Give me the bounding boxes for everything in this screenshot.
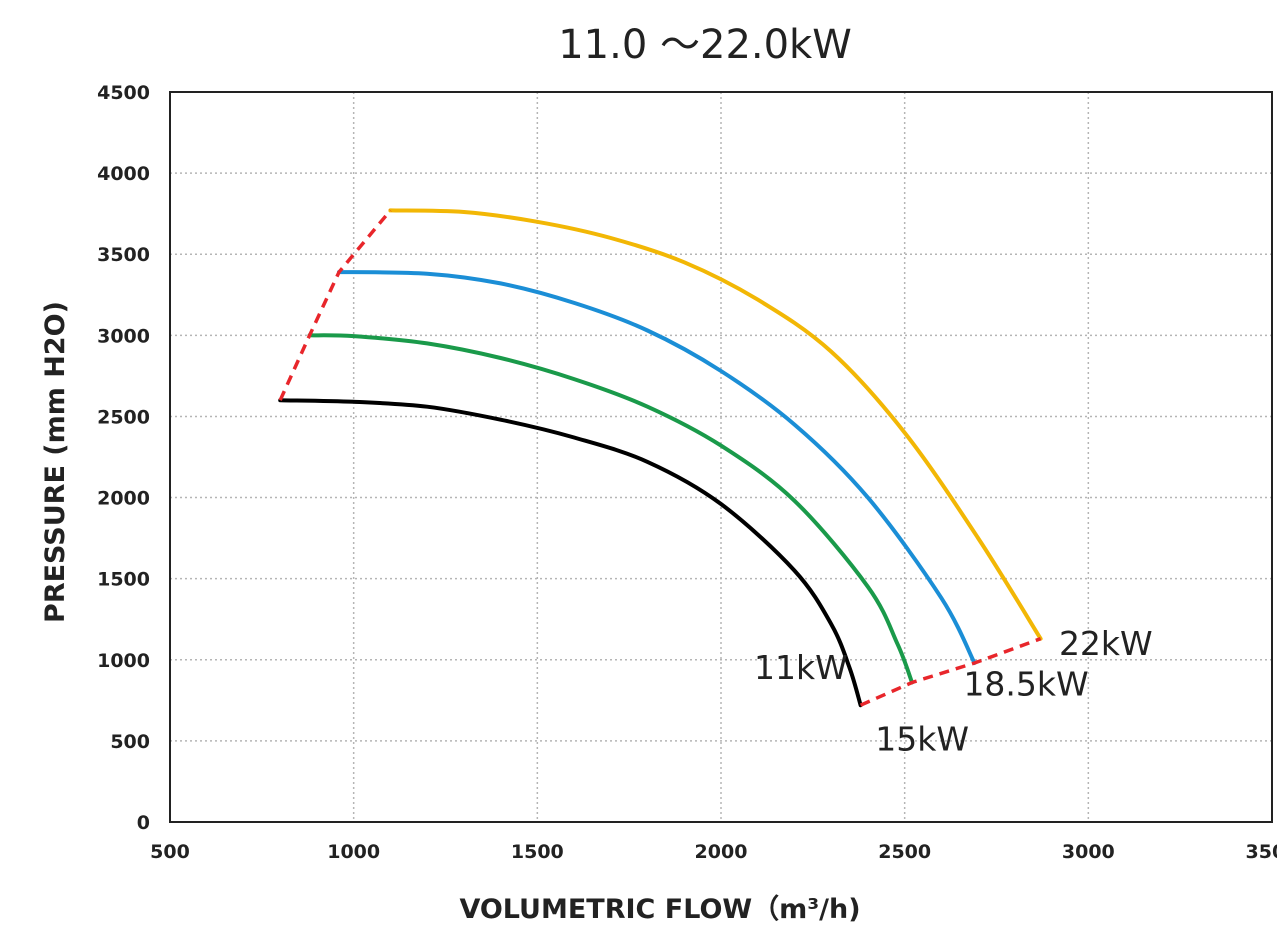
y-tick-label: 1500 <box>97 569 150 591</box>
y-tick-label: 4000 <box>97 163 150 185</box>
y-tick-label: 0 <box>137 812 150 834</box>
y-tick-labels: 0 500 1000 1500 2000 2500 3000 3500 4000 4500 <box>97 82 150 834</box>
curve-label: 11kW <box>754 648 848 687</box>
series-line-22kw <box>388 208 1043 641</box>
y-tick-label: 2000 <box>97 488 150 510</box>
limit-line-dashed <box>859 637 1042 707</box>
x-tick-labels: 500 1000 1500 2000 2500 3000 3500 <box>150 841 1277 863</box>
y-tick-label: 3500 <box>97 244 150 266</box>
limit-line-dashed <box>278 209 392 401</box>
series-layer <box>278 208 1043 708</box>
series-line-15kw <box>307 333 914 685</box>
x-tick-label: 2000 <box>695 841 748 863</box>
y-axis-label: PRESSURE (mm H2O) <box>40 301 71 623</box>
curve-label: 15kW <box>875 720 969 759</box>
x-tick-label: 500 <box>150 841 190 863</box>
plot-frame <box>169 91 1273 823</box>
curve-label: 22kW <box>1059 624 1153 663</box>
x-tick-label: 3000 <box>1062 841 1115 863</box>
grid-lines <box>170 92 1272 822</box>
x-tick-label: 2500 <box>878 841 931 863</box>
y-tick-label: 4500 <box>97 82 150 104</box>
chart-title: 11.0 ～22.0kW <box>558 22 852 68</box>
series-line-11kw <box>278 398 863 708</box>
x-tick-label: 1500 <box>511 841 564 863</box>
curve-label: 18.5kW <box>963 664 1088 703</box>
y-tick-label: 500 <box>110 731 150 753</box>
y-tick-label: 2500 <box>97 406 150 428</box>
y-tick-label: 3000 <box>97 325 150 347</box>
x-tick-label: 3500 <box>1246 841 1277 863</box>
x-tick-label: 1000 <box>327 841 380 863</box>
x-axis-label: VOLUMETRIC FLOW（m³/h) <box>459 894 860 925</box>
series-line-18-5kw <box>337 270 977 665</box>
y-tick-label: 1000 <box>97 650 150 672</box>
